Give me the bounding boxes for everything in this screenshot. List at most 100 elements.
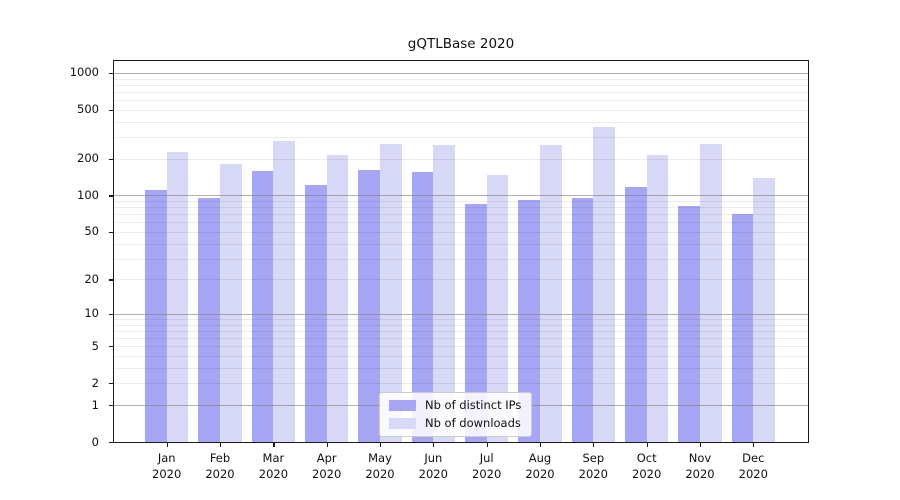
gridline-minor — [114, 346, 808, 348]
gridline-minor — [114, 222, 808, 224]
bar-downloads-apr — [326, 154, 349, 442]
bar-downloads-nov — [700, 144, 722, 442]
x-tick-mark — [753, 443, 755, 447]
bar-distinct-ips-jul — [465, 204, 487, 442]
y-tick-mark — [109, 72, 113, 75]
x-tick-mark — [220, 443, 222, 447]
gridline-minor — [114, 243, 808, 245]
y-tick-mark — [109, 279, 113, 281]
legend-item-downloads: Nb of downloads — [389, 417, 521, 430]
gridline-minor — [114, 84, 808, 86]
bar-distinct-ips-dec — [731, 213, 754, 442]
y-tick-label: 2 — [91, 375, 99, 390]
x-tick-mark — [486, 443, 488, 447]
bar-distinct-ips-jun — [411, 172, 434, 442]
gridline-minor — [114, 214, 808, 216]
x-tick-mark — [273, 443, 275, 447]
y-tick-mark — [109, 442, 113, 444]
gridline-minor — [114, 356, 808, 357]
bar-distinct-ips-sep — [571, 197, 594, 442]
gridline-minor — [114, 91, 808, 93]
bar-downloads-feb — [220, 163, 242, 442]
gridline-minor — [114, 231, 808, 233]
bar-distinct-ips-may — [358, 169, 380, 442]
gridline-major — [114, 72, 808, 74]
gridline-minor — [114, 207, 808, 209]
gridline-minor — [114, 338, 808, 339]
bar-downloads-jun — [433, 144, 455, 442]
x-axis: Jan 2020 Feb 2020 Mar 2020 Apr 2020 May 2020… — [113, 443, 809, 499]
chart-title: gQTLBase 2020 — [407, 36, 515, 52]
gridline-minor — [114, 158, 808, 160]
bar-distinct-ips-apr — [305, 184, 327, 442]
bar-downloads-aug — [540, 144, 562, 442]
x-tick-label: Apr 2020 — [312, 451, 342, 481]
bar-distinct-ips-jan — [145, 190, 167, 442]
gridline-minor — [114, 258, 808, 260]
x-tick-mark — [700, 443, 702, 447]
bar-distinct-ips-nov — [678, 205, 700, 442]
x-tick-label: Dec 2020 — [738, 451, 768, 481]
bar-downloads-mar — [273, 141, 295, 442]
gridline-minor — [114, 279, 808, 281]
x-tick-label: Jan 2020 — [152, 451, 182, 481]
x-tick-label: Feb 2020 — [205, 451, 235, 481]
x-tick-mark — [540, 443, 542, 447]
x-tick-label: Oct 2020 — [632, 451, 662, 481]
gridline-major — [114, 313, 808, 315]
y-tick-label: 200 — [77, 151, 99, 166]
bar-distinct-ips-feb — [198, 197, 220, 442]
x-tick-mark — [166, 443, 168, 447]
plot-area: Nb of distinct IPs Nb of downloads — [113, 60, 809, 443]
y-tick-label: 0 — [91, 434, 99, 449]
x-tick-label: Jul 2020 — [472, 451, 502, 481]
bar-downloads-dec — [753, 178, 775, 442]
y-tick-label: 20 — [84, 271, 99, 286]
bar-downloads-oct — [646, 154, 669, 442]
gridline-major — [114, 195, 808, 197]
y-tick-mark — [109, 405, 113, 407]
bar-downloads-jan — [166, 152, 189, 442]
gridline-minor — [114, 324, 808, 326]
y-axis: 0 1 2 5 10 20 50 100 200 500 1000 — [0, 60, 113, 449]
y-tick-mark — [109, 383, 113, 385]
y-tick-label: 500 — [77, 102, 99, 117]
legend-swatch-distinct-ips-icon — [389, 400, 416, 411]
x-tick-mark — [646, 443, 648, 447]
legend: Nb of distinct IPs Nb of downloads — [379, 392, 533, 437]
gridline-minor — [114, 137, 808, 139]
x-tick-mark — [433, 443, 435, 447]
x-tick-mark — [326, 443, 328, 447]
x-tick-label: Jun 2020 — [418, 451, 448, 481]
bar-downloads-jul — [486, 174, 509, 442]
y-tick-label: 100 — [77, 187, 99, 202]
y-tick-mark — [109, 158, 113, 160]
gridline-minor — [114, 367, 808, 369]
legend-label-downloads: Nb of downloads — [425, 416, 521, 430]
x-tick-mark — [593, 443, 595, 447]
x-tick-mark — [380, 443, 382, 447]
y-tick-label: 1000 — [69, 65, 99, 80]
x-tick-label: Sep 2020 — [578, 451, 608, 481]
bar-distinct-ips-mar — [251, 170, 274, 442]
x-tick-label: Aug 2020 — [525, 451, 555, 481]
legend-label-distinct-ips: Nb of distinct IPs — [425, 398, 522, 412]
y-tick-mark — [109, 231, 113, 234]
gridline-minor — [114, 201, 808, 202]
y-tick-mark — [109, 313, 113, 316]
gridline-minor — [114, 319, 808, 320]
y-tick-label: 50 — [84, 224, 99, 239]
gridline-minor — [114, 383, 808, 385]
x-tick-label: May 2020 — [365, 451, 395, 481]
gridline-minor — [114, 121, 808, 123]
gridline-minor — [114, 78, 808, 80]
y-tick-label: 10 — [84, 306, 99, 321]
y-tick-mark — [109, 346, 113, 348]
bar-distinct-ips-aug — [518, 200, 540, 442]
y-tick-label: 5 — [91, 338, 99, 353]
x-tick-label: Nov 2020 — [685, 451, 715, 481]
bar-downloads-may — [380, 143, 402, 442]
y-tick-mark — [109, 195, 113, 197]
gridline-minor — [114, 100, 808, 102]
